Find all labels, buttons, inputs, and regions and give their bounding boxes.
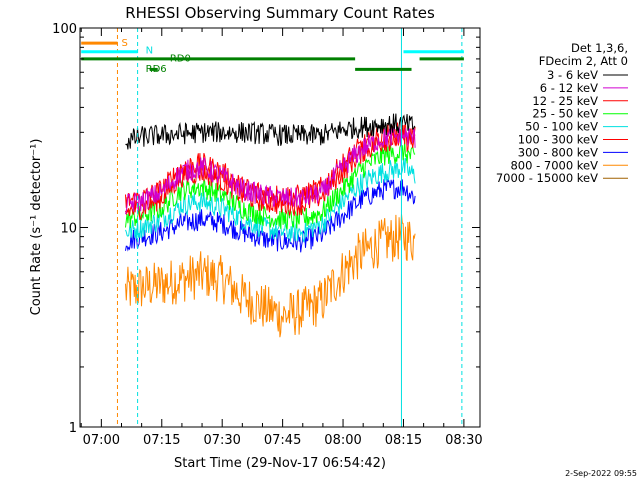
flag-label-saa: S bbox=[121, 38, 127, 49]
flag-label-rd0: RD0 bbox=[170, 54, 191, 65]
series-line-800-7000-kev bbox=[125, 213, 416, 338]
x-tick-label: 08:15 bbox=[385, 433, 422, 448]
x-tick-label: 08:00 bbox=[324, 433, 361, 448]
flag-label-night: N bbox=[146, 46, 153, 57]
legend-entry-label: 7000 - 15000 keV bbox=[496, 171, 598, 185]
x-axis: 07:00 07:15 07:30 07:45 08:00 08:15 08:30 bbox=[80, 28, 483, 448]
x-tick-label: 07:00 bbox=[83, 433, 120, 448]
series-line-12-25-kev bbox=[125, 122, 416, 212]
legend-entry-label: 6 - 12 keV bbox=[540, 81, 598, 95]
legend-entry-label: 100 - 300 keV bbox=[518, 133, 598, 147]
x-tick-label: 07:45 bbox=[264, 433, 301, 448]
timestamp: 2-Sep-2022 09:55 bbox=[565, 469, 637, 478]
legend-entry-label: 50 - 100 keV bbox=[525, 120, 598, 134]
series-line-3-6-kev bbox=[125, 113, 416, 150]
y-tick-label: 1 bbox=[69, 421, 77, 436]
legend-entry-label: 300 - 800 keV bbox=[518, 145, 598, 159]
y-axis-label: Count Rate (s⁻¹ detector⁻¹) bbox=[29, 139, 44, 316]
flag-label-rd6: RD6 bbox=[146, 64, 167, 75]
legend-header-line1: Det 1,3,6, bbox=[571, 41, 628, 55]
legend-entry-label: 800 - 7000 keV bbox=[510, 158, 598, 172]
x-tick-label: 07:30 bbox=[203, 433, 240, 448]
series-layer bbox=[125, 113, 416, 338]
vertical-lines-layer bbox=[79, 28, 463, 427]
series-line-50-100-kev bbox=[125, 157, 416, 243]
y-tick-label: 10 bbox=[60, 222, 77, 237]
legend-entry-label: 25 - 50 keV bbox=[532, 107, 598, 121]
chart-title: RHESSI Observing Summary Count Rates bbox=[125, 4, 435, 22]
x-tick-label: 08:30 bbox=[445, 433, 482, 448]
x-tick-label: 07:15 bbox=[143, 433, 180, 448]
series-line-6-12-kev bbox=[125, 126, 416, 215]
legend-header-line2: FDecim 2, Att 0 bbox=[539, 54, 628, 68]
legend-entry-label: 3 - 6 keV bbox=[547, 68, 598, 82]
legend-entry-label: 12 - 25 keV bbox=[532, 94, 598, 108]
y-tick-label: 100 bbox=[52, 22, 77, 37]
series-line-25-50-kev bbox=[125, 141, 416, 230]
x-axis-label: Start Time (29-Nov-17 06:54:42) bbox=[174, 456, 386, 471]
y-axis: 1 10 100 bbox=[52, 22, 480, 436]
